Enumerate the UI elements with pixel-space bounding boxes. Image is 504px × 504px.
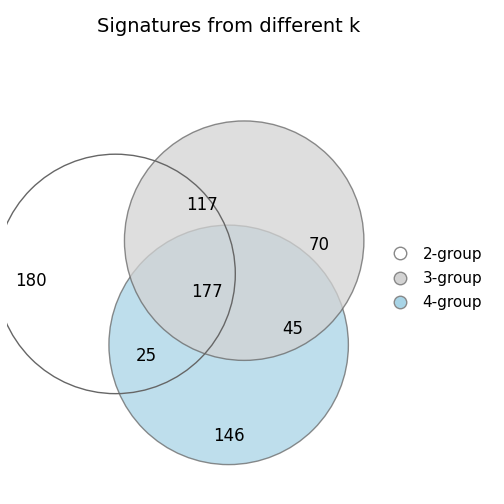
Text: 146: 146	[213, 427, 244, 445]
Text: 25: 25	[136, 347, 157, 365]
Text: 180: 180	[16, 272, 47, 290]
Text: 117: 117	[186, 196, 218, 214]
Circle shape	[109, 225, 348, 465]
Title: Signatures from different k: Signatures from different k	[97, 17, 360, 36]
Text: 177: 177	[191, 283, 222, 301]
Text: 45: 45	[282, 321, 303, 338]
Text: 70: 70	[309, 236, 330, 254]
Circle shape	[124, 121, 364, 360]
Legend: 2-group, 3-group, 4-group: 2-group, 3-group, 4-group	[378, 240, 488, 316]
